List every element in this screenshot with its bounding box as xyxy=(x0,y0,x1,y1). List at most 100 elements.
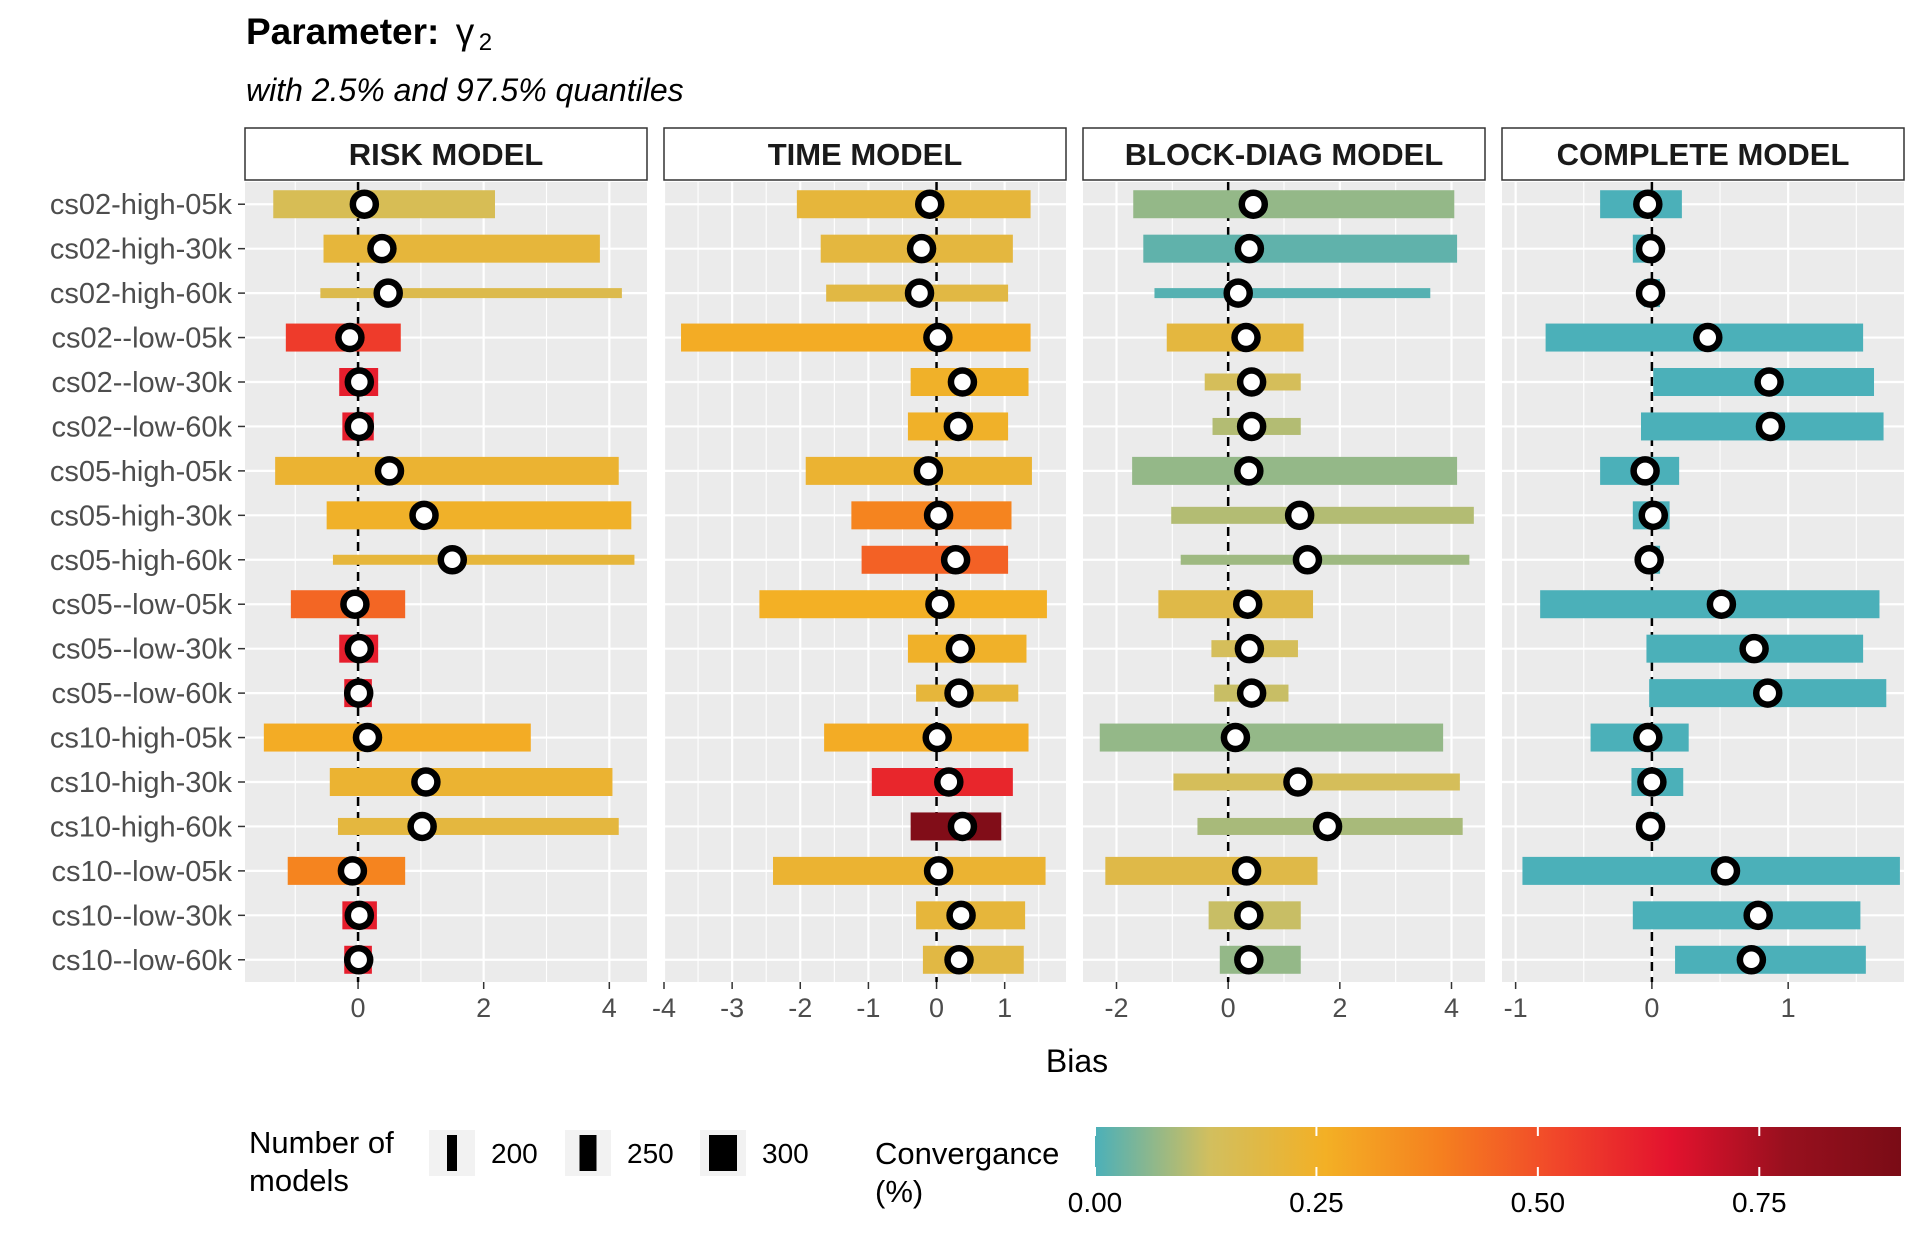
strip-box xyxy=(1082,127,1486,181)
strip-label: TIME MODEL xyxy=(768,137,963,172)
interval-bar xyxy=(332,554,635,565)
y-tick-label: cs02-high-30k xyxy=(50,234,233,266)
mean-point xyxy=(925,589,955,619)
facet-panels: RISK MODEL 0 2 4 TIME MODEL -4 -3 -2 -1 0 1 BLOCK-D… xyxy=(244,127,1905,1023)
mean-point xyxy=(1743,900,1773,931)
interval-bar xyxy=(1173,773,1460,791)
mean-point xyxy=(409,500,439,531)
mean-point xyxy=(1706,589,1737,619)
size-key-swatch xyxy=(447,1135,457,1171)
mean-point xyxy=(1633,722,1663,753)
mean-point xyxy=(947,367,978,397)
size-legend-title: Number of models xyxy=(249,1125,394,1198)
mean-point xyxy=(944,678,974,708)
chart-subtitle: with 2.5% and 97.5% quantiles xyxy=(246,72,684,108)
y-tick-label: cs02--low-60k xyxy=(52,411,233,443)
mean-point xyxy=(344,900,375,931)
mean-point xyxy=(1231,856,1262,886)
mean-point xyxy=(1223,278,1253,308)
x-tick-label: 4 xyxy=(1444,993,1459,1023)
interval-bar xyxy=(861,545,1009,574)
interval-bar xyxy=(263,723,531,752)
mean-point xyxy=(1283,767,1313,797)
mean-point xyxy=(1693,322,1723,353)
mean-point xyxy=(373,278,403,308)
y-tick-label: cs10--low-30k xyxy=(52,900,233,932)
y-tick-label: cs05--low-05k xyxy=(52,589,233,621)
interval-bar xyxy=(320,288,622,299)
mean-point xyxy=(914,189,945,219)
title-param: γ xyxy=(456,11,475,52)
mean-point xyxy=(945,633,976,664)
mean-point xyxy=(1234,633,1265,664)
mean-point xyxy=(335,322,365,353)
interval-bar xyxy=(1675,945,1866,974)
interval-bar xyxy=(681,323,1031,352)
mean-point xyxy=(904,278,935,308)
mean-point xyxy=(946,900,976,931)
mean-point xyxy=(343,678,374,708)
y-tick-label: cs10--low-05k xyxy=(52,856,233,888)
color-legend-label: 0.00 xyxy=(1068,1187,1123,1218)
mean-point xyxy=(922,722,952,753)
y-tick-label: cs02-high-60k xyxy=(50,278,233,310)
mean-point xyxy=(337,856,368,886)
interval-bar xyxy=(337,817,619,835)
mean-point xyxy=(1635,278,1666,308)
interval-bar xyxy=(1171,506,1474,524)
mean-point xyxy=(1755,411,1786,442)
y-tick-label: cs05-high-30k xyxy=(50,500,233,532)
mean-point xyxy=(1736,945,1767,975)
interval-bar xyxy=(1132,456,1458,485)
size-key-swatch xyxy=(709,1135,737,1171)
interval-bar xyxy=(773,856,1046,885)
x-axis-title: Bias xyxy=(1046,1043,1108,1079)
mean-point xyxy=(1754,367,1784,397)
x-tick-label: 1 xyxy=(997,993,1012,1023)
color-legend-label: 0.75 xyxy=(1732,1187,1787,1218)
y-tick-label: cs05-high-60k xyxy=(50,545,233,577)
mean-point xyxy=(906,233,937,264)
x-tick-label: -1 xyxy=(1504,993,1528,1023)
legend: Number of models 200 250 300 Convergance (%) 0.… xyxy=(249,1125,1901,1218)
y-tick-label: cs02-high-05k xyxy=(50,189,233,221)
strip-label: COMPLETE MODEL xyxy=(1557,137,1850,172)
mean-point xyxy=(1752,678,1783,708)
mean-point xyxy=(947,811,978,842)
panel-block-diag-model: BLOCK-DIAG MODEL -2 0 2 4 xyxy=(1082,127,1486,1023)
mean-point xyxy=(349,189,380,219)
strip-label: BLOCK-DIAG MODEL xyxy=(1125,137,1444,172)
mean-point xyxy=(923,856,954,886)
interval-bar xyxy=(759,590,1047,619)
y-tick-label: cs10-high-60k xyxy=(50,811,233,843)
mean-point xyxy=(411,767,441,797)
y-tick-label: cs05-high-05k xyxy=(50,456,233,488)
mean-point xyxy=(1232,589,1263,619)
mean-point xyxy=(1234,900,1264,931)
mean-point xyxy=(1234,233,1265,264)
y-tick-label: cs05--low-60k xyxy=(52,678,233,710)
size-legend-label: 300 xyxy=(762,1138,809,1169)
interval-bar xyxy=(326,501,632,530)
x-tick-label: 0 xyxy=(1221,993,1236,1023)
x-tick-label: -3 xyxy=(720,993,744,1023)
mean-point xyxy=(340,589,370,619)
mean-point xyxy=(1635,811,1666,842)
mean-point xyxy=(1234,945,1264,975)
color-legend-title-line: Convergance xyxy=(875,1136,1059,1171)
mean-point xyxy=(1236,411,1267,442)
interval-bar xyxy=(1133,190,1455,219)
mean-point xyxy=(374,456,405,486)
strip-label: RISK MODEL xyxy=(349,137,544,172)
mean-point xyxy=(923,500,954,531)
panel-risk-model: RISK MODEL 0 2 4 xyxy=(244,127,648,1023)
mean-point xyxy=(913,456,944,486)
color-legend-title-line: (%) xyxy=(875,1174,923,1209)
mean-point xyxy=(344,411,375,442)
x-tick-label: -2 xyxy=(788,993,812,1023)
color-legend-label: 0.50 xyxy=(1511,1187,1566,1218)
mean-point xyxy=(1710,856,1741,886)
strip-box xyxy=(244,127,648,181)
